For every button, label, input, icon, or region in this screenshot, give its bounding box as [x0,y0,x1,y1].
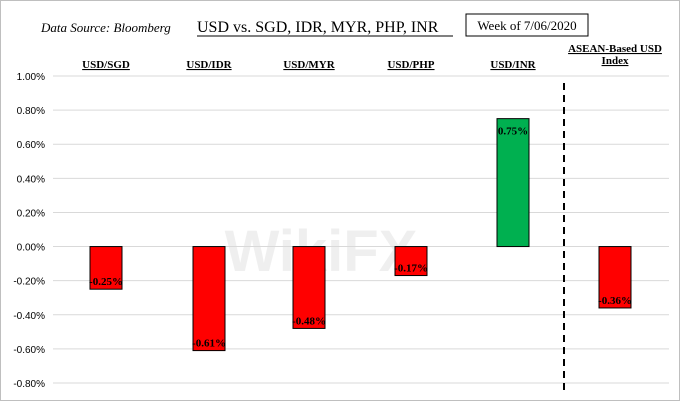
week-label: Week of 7/06/2020 [477,18,576,33]
data-label: 0.75% [498,126,528,138]
category-label: ASEAN-Based USD [568,43,662,55]
data-source-label: Data Source: Bloomberg [40,20,171,35]
y-tick-label: -0.80% [13,379,45,390]
category-label: USD/IDR [186,59,232,71]
category-label: USD/INR [490,59,536,71]
category-label: USD/PHP [387,59,434,71]
bar [394,246,428,277]
bar [89,246,123,290]
y-tick-label: 0.40% [17,174,45,185]
grid-lines [53,75,669,384]
category-labels: USD/SGD USD/IDR USD/MYR USD/PHP USD/INR ASEAN… [82,43,662,71]
week-box [465,13,589,37]
data-label: -0.48% [292,315,326,327]
y-tick-label: 0.00% [17,243,45,254]
category-label: USD/SGD [82,59,130,71]
bar [496,118,530,248]
bar [192,246,226,352]
y-tick-label: 0.80% [17,106,45,117]
y-axis-tick-labels: 1.00% 0.80% 0.60% 0.40% 0.20% 0.00% -0.20% -0.4… [13,72,45,390]
data-label: -0.61% [192,338,226,350]
data-label: -0.17% [394,263,428,275]
category-label: USD/MYR [283,59,335,71]
y-tick-label: 0.60% [17,140,45,151]
y-tick-label: 1.00% [17,72,45,83]
data-labels: -0.25% -0.61% -0.48% -0.17% 0.75% -0.36% [89,126,632,350]
y-tick-label: 0.20% [17,208,45,219]
y-tick-label: -0.60% [13,345,45,356]
y-tick-label: -0.40% [13,311,45,322]
bar [598,246,632,309]
bars [89,118,632,352]
data-label: -0.25% [89,276,123,288]
chart-title: USD vs. SGD, IDR, MYR, PHP, INR [197,19,439,36]
data-label: -0.36% [598,295,632,307]
category-label: Index [602,55,629,67]
y-tick-label: -0.20% [13,277,45,288]
bar [292,246,326,329]
